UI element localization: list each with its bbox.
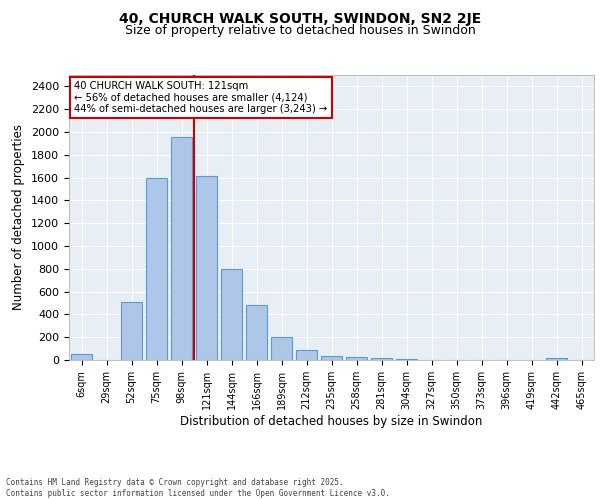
Text: 40 CHURCH WALK SOUTH: 121sqm
← 56% of detached houses are smaller (4,124)
44% of: 40 CHURCH WALK SOUTH: 121sqm ← 56% of de… — [74, 80, 328, 114]
Bar — [346, 358, 367, 360]
Bar — [221, 269, 242, 360]
Bar — [546, 358, 567, 360]
Bar — [271, 337, 292, 360]
Bar — [71, 354, 92, 360]
Text: Size of property relative to detached houses in Swindon: Size of property relative to detached ho… — [125, 24, 475, 37]
Bar — [171, 136, 192, 360]
Bar — [321, 356, 342, 360]
Text: Contains HM Land Registry data © Crown copyright and database right 2025.
Contai: Contains HM Land Registry data © Crown c… — [6, 478, 390, 498]
Bar — [121, 302, 142, 360]
Text: 40, CHURCH WALK SOUTH, SWINDON, SN2 2JE: 40, CHURCH WALK SOUTH, SWINDON, SN2 2JE — [119, 12, 481, 26]
X-axis label: Distribution of detached houses by size in Swindon: Distribution of detached houses by size … — [181, 414, 482, 428]
Bar — [296, 350, 317, 360]
Bar — [196, 176, 217, 360]
Bar — [146, 178, 167, 360]
Bar — [371, 358, 392, 360]
Bar — [396, 359, 417, 360]
Y-axis label: Number of detached properties: Number of detached properties — [13, 124, 25, 310]
Bar — [246, 306, 267, 360]
